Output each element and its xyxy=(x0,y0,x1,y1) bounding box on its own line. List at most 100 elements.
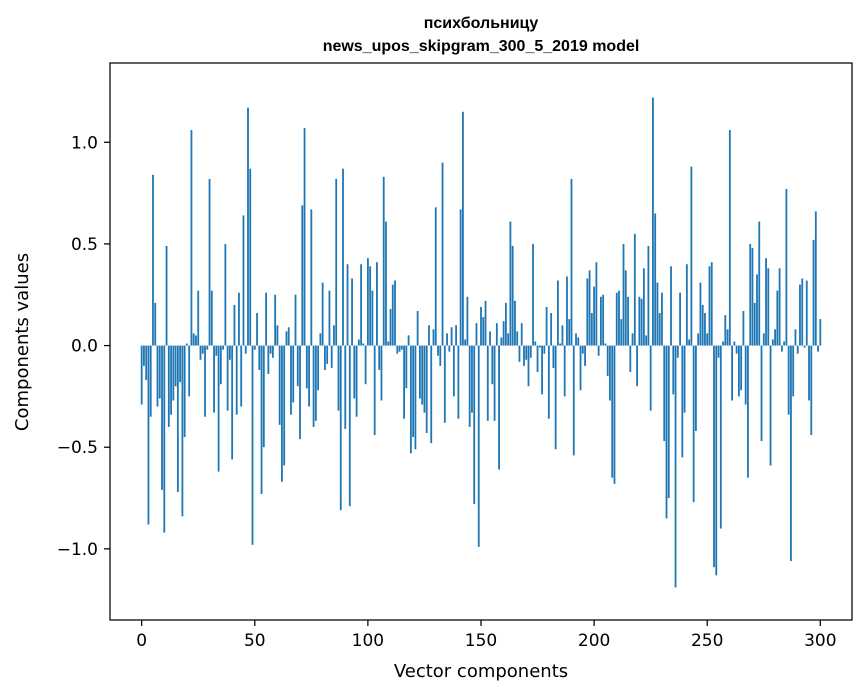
bar xyxy=(419,345,421,399)
bar xyxy=(613,345,616,484)
bar xyxy=(346,264,349,346)
bar xyxy=(441,162,444,346)
bar xyxy=(486,345,489,421)
x-tick-label: 50 xyxy=(244,631,266,651)
bar xyxy=(760,345,763,442)
bar xyxy=(541,345,543,395)
bar xyxy=(448,345,451,352)
bar xyxy=(701,304,704,346)
bar xyxy=(165,245,168,346)
bar xyxy=(545,306,548,346)
bar xyxy=(706,333,709,346)
bar xyxy=(161,345,163,490)
bar xyxy=(547,345,550,419)
bar xyxy=(606,345,609,377)
bar xyxy=(176,345,179,492)
bar xyxy=(450,327,453,346)
bar xyxy=(428,325,430,346)
bar xyxy=(466,296,469,346)
bar xyxy=(674,345,677,588)
y-tick-label: 0.5 xyxy=(71,235,98,255)
bar xyxy=(380,345,383,401)
bar xyxy=(301,205,304,346)
bars-group xyxy=(140,97,822,588)
bar xyxy=(523,345,525,366)
bar xyxy=(672,345,675,395)
bar xyxy=(396,345,399,354)
bar xyxy=(661,292,663,346)
bar xyxy=(638,296,641,346)
bar xyxy=(814,211,817,346)
bar xyxy=(633,233,636,346)
bar xyxy=(715,345,718,576)
bar xyxy=(550,313,553,346)
bar xyxy=(247,107,249,346)
bar xyxy=(335,178,338,346)
bar xyxy=(423,345,426,413)
bar xyxy=(260,345,263,494)
bar xyxy=(584,345,586,366)
bar xyxy=(575,333,577,346)
y-tick-label: 1.0 xyxy=(71,133,98,153)
bar xyxy=(362,343,365,346)
bar xyxy=(495,323,498,346)
bar xyxy=(808,345,810,401)
bar xyxy=(376,262,378,346)
bar xyxy=(783,341,786,346)
bar xyxy=(238,292,240,346)
x-tick-label: 250 xyxy=(691,631,723,651)
bar xyxy=(500,337,503,346)
bar xyxy=(430,345,433,444)
bar xyxy=(509,221,512,346)
bar xyxy=(156,345,159,407)
bar xyxy=(170,345,172,415)
bar xyxy=(152,174,154,346)
bar xyxy=(271,345,274,358)
bar xyxy=(274,294,277,346)
bar xyxy=(627,296,629,346)
bar xyxy=(242,215,245,346)
bar xyxy=(656,282,659,346)
bar xyxy=(636,345,638,387)
bar xyxy=(778,268,781,346)
bar xyxy=(708,266,711,346)
bar xyxy=(195,335,197,346)
bar xyxy=(265,292,267,346)
bar xyxy=(477,345,480,547)
bar xyxy=(572,345,575,456)
bar xyxy=(599,296,602,346)
bar xyxy=(652,97,654,346)
bar xyxy=(446,333,448,346)
bar xyxy=(480,306,482,346)
bar xyxy=(215,345,218,356)
bar xyxy=(803,345,806,348)
bar xyxy=(357,339,360,346)
bar xyxy=(756,274,758,346)
bar xyxy=(181,345,184,517)
bar xyxy=(794,329,797,346)
bar xyxy=(568,319,571,346)
bar xyxy=(330,345,333,368)
bar xyxy=(692,345,695,503)
bar xyxy=(597,345,600,356)
bar xyxy=(697,333,700,346)
bar xyxy=(751,247,754,346)
bar xyxy=(758,221,761,346)
bar xyxy=(552,345,555,368)
bar xyxy=(251,345,254,545)
bar xyxy=(294,294,297,346)
bar xyxy=(167,345,170,427)
bar xyxy=(629,345,632,372)
bar xyxy=(253,345,256,350)
bar xyxy=(618,290,620,346)
bar xyxy=(172,345,175,401)
bar xyxy=(143,345,145,366)
bar xyxy=(609,345,611,401)
bar xyxy=(710,262,713,346)
bar xyxy=(462,111,464,346)
bar xyxy=(267,345,270,375)
bar xyxy=(147,345,150,525)
bar xyxy=(443,345,446,423)
bar xyxy=(174,345,177,387)
bar xyxy=(511,245,514,346)
